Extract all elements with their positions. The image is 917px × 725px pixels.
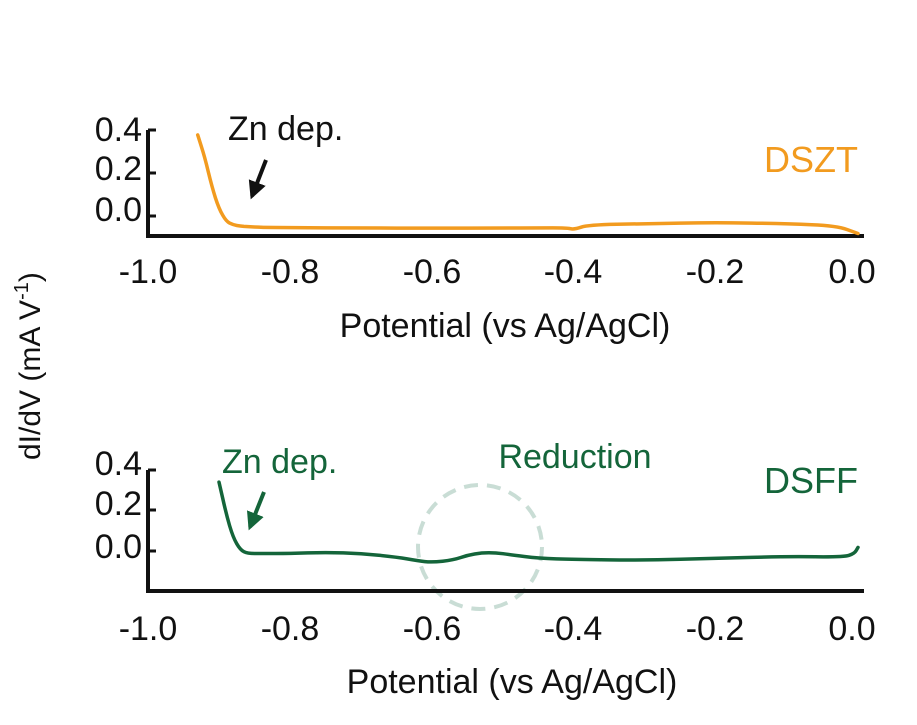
- dszt-x-tick-label: -0.6: [403, 253, 462, 291]
- dsff-y-tick-label: 0.2: [95, 485, 142, 523]
- dszt-y-tick-label: 0.2: [95, 150, 142, 188]
- dsff-y-tick-label: 0.4: [95, 445, 142, 483]
- panel-dszt: 0.4 0.2 0.0 -1.0 -0.8 -0.6 -0.4 -0.2 0.0…: [95, 110, 876, 345]
- dszt-x-axis-title: Potential (vs Ag/AgCl): [340, 307, 671, 345]
- dszt-zn-dep-label: Zn dep.: [228, 110, 343, 148]
- dszt-x-tick-label: -0.4: [544, 253, 603, 291]
- dsff-zn-dep-arrow: [246, 491, 266, 531]
- dsff-x-axis-title: Potential (vs Ag/AgCl): [347, 663, 678, 701]
- dszt-y-tick-label: 0.4: [95, 111, 142, 149]
- dsff-series-line: [217, 480, 860, 564]
- dszt-series-line: [195, 133, 860, 236]
- dsff-series-label: DSFF: [764, 460, 858, 501]
- y-axis-label: dI/dV (mA V-1): [11, 272, 47, 460]
- dszt-zn-dep-arrow: [248, 159, 268, 200]
- dsff-x-tick-label: -0.6: [403, 610, 462, 648]
- dsff-reduction-label: Reduction: [498, 438, 651, 476]
- dszt-x-tick-label: -1.0: [119, 253, 178, 291]
- panel-dsff: 0.4 0.2 0.0 -1.0 -0.8 -0.6 -0.4 -0.2 0.0…: [95, 438, 876, 701]
- dszt-series-label: DSZT: [764, 139, 858, 180]
- dsff-x-tick-label: -0.4: [544, 610, 603, 648]
- dszt-y-tick-label: 0.0: [95, 191, 142, 229]
- dsff-x-tick-label: -1.0: [119, 610, 178, 648]
- dszt-x-tick-label: -0.2: [686, 253, 745, 291]
- dsff-x-tick-label: 0.0: [828, 610, 875, 648]
- dsff-zn-dep-label: Zn dep.: [222, 443, 337, 481]
- reduction-highlight-circle: [416, 483, 544, 611]
- dszt-x-tick-label: 0.0: [828, 253, 875, 291]
- dszt-x-tick-label: -0.8: [261, 253, 320, 291]
- dsff-x-tick-label: -0.2: [686, 610, 745, 648]
- dsff-x-tick-label: -0.8: [261, 610, 320, 648]
- dsff-y-tick-label: 0.0: [95, 528, 142, 566]
